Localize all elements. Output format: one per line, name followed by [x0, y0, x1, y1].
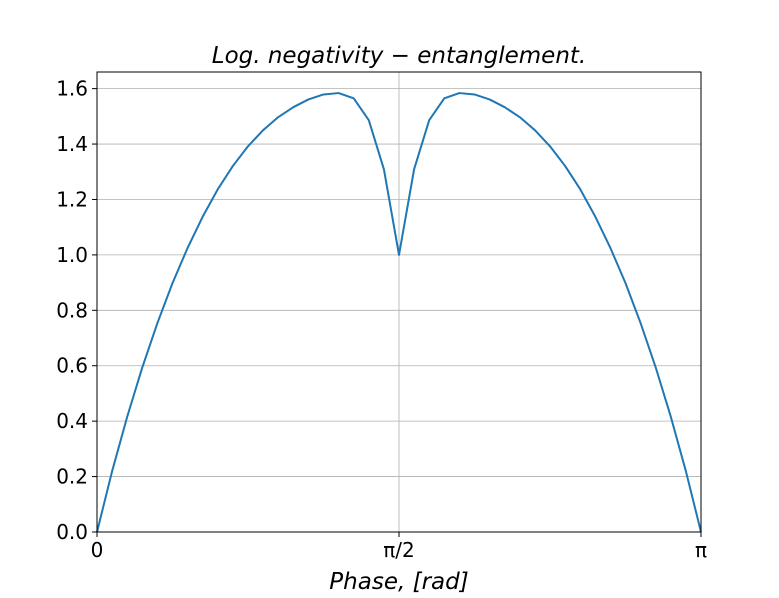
- chart-title: Log. negativity − entanglement.: [212, 43, 586, 69]
- y-tick-label: 0.4: [56, 409, 88, 433]
- x-tick-label: π/2: [383, 538, 415, 562]
- y-tick-label: 0.2: [56, 465, 88, 489]
- axis-layer: 0.0 0.2 0.4 0.6 0.8 1.0 1.2 1.4 1.6 0 π/2 π: [56, 77, 707, 562]
- y-tick-label: 0.6: [56, 354, 88, 378]
- y-tick-label: 1.4: [56, 132, 88, 156]
- grid-layer: [96, 72, 702, 533]
- y-tick-label: 1.0: [56, 243, 88, 267]
- y-tick-label: 1.2: [56, 187, 88, 211]
- x-tick-label: π: [695, 538, 707, 562]
- x-axis-title: Phase, [rad]: [329, 569, 468, 595]
- y-tick-label: 0.0: [56, 520, 88, 544]
- series-layer: [96, 92, 702, 533]
- y-tick-label: 0.8: [56, 298, 88, 322]
- x-tick-label: 0: [91, 538, 104, 562]
- series-line: [96, 92, 702, 533]
- y-tick-label: 1.6: [56, 77, 88, 101]
